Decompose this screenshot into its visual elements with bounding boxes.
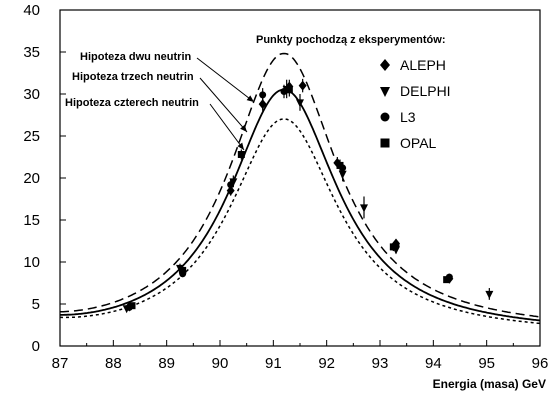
- annotation-arrow-line: [196, 57, 255, 103]
- y-tick-label: 0: [32, 338, 40, 355]
- annotation-arrow-head: [240, 124, 247, 132]
- annotation-text: Hipoteza trzech neutrin: [72, 71, 194, 83]
- annotation-text: Hipoteza dwu neutrin: [80, 51, 192, 63]
- marker-circle: [227, 181, 235, 189]
- marker-triangle: [338, 170, 347, 179]
- data-point-l3: [259, 88, 267, 102]
- legend-label: OPAL: [400, 135, 437, 151]
- y-tick-label: 25: [23, 128, 40, 145]
- data-point-opal: [128, 302, 136, 310]
- y-tick-label: 15: [23, 212, 40, 229]
- marker-circle: [380, 112, 390, 122]
- legend-title: Punkty pochodzą z eksperymentów:: [256, 34, 445, 46]
- x-tick-label: 88: [105, 355, 122, 372]
- curve-dotted: [60, 118, 541, 325]
- y-tick-label: 40: [23, 2, 40, 19]
- marker-triangle: [360, 204, 368, 213]
- axes: 87 88 89 90 91 92 93 94 95 96 0 5 10 15 20 25 30 35 40: [23, 2, 548, 372]
- marker-square: [380, 138, 390, 148]
- marker-diamond: [258, 99, 267, 110]
- annotation-dotted: Hipoteza czterech neutrin: [65, 97, 245, 151]
- x-tick-label: 94: [425, 355, 442, 372]
- marker-square: [443, 276, 451, 284]
- data-point-delphi: [296, 94, 304, 111]
- x-tick-label: 91: [265, 355, 282, 372]
- marker-square: [128, 302, 136, 310]
- curve-annotations: Hipoteza dwu neutrin Hipoteza trzech neut…: [65, 51, 255, 151]
- legend-entry-l3: L3: [380, 109, 416, 125]
- data-point-opal: [179, 266, 187, 274]
- marker-triangle: [229, 178, 238, 187]
- marker-triangle: [296, 99, 304, 108]
- marker-triangle: [380, 87, 390, 97]
- data-point-aleph: [298, 78, 307, 93]
- marker-diamond: [226, 185, 235, 196]
- marker-square: [179, 266, 187, 274]
- marker-diamond: [298, 80, 307, 91]
- annotation-dashed: Hipoteza dwu neutrin: [80, 51, 255, 103]
- data-point-opal: [285, 83, 293, 97]
- x-tick-label: 90: [212, 355, 229, 372]
- x-axis-label: Energia (masa) GeV: [433, 377, 546, 391]
- legend-label: DELPHI: [400, 83, 451, 99]
- legend-label: ALEPH: [400, 57, 446, 73]
- legend-entry-opal: OPAL: [380, 135, 437, 151]
- marker-diamond: [380, 59, 390, 71]
- marker-triangle: [485, 290, 494, 299]
- data-point-opal: [389, 242, 397, 252]
- x-tick-label: 93: [372, 355, 389, 372]
- curve-dashed: [60, 52, 541, 318]
- data-point-delphi: [360, 196, 368, 219]
- curve-solid: [60, 88, 541, 322]
- marker-square: [389, 243, 397, 251]
- y-tick-label: 5: [32, 296, 40, 313]
- data-point-opal: [336, 159, 344, 172]
- annotation-arrow-head: [246, 95, 254, 102]
- annotation-arrow-line: [199, 77, 248, 133]
- x-tick-label: 95: [478, 355, 495, 372]
- annotation-text: Hipoteza czterech neutrin: [65, 97, 199, 109]
- y-tick-label: 35: [23, 44, 40, 61]
- legend-label: L3: [400, 109, 416, 125]
- annotation-solid: Hipoteza trzech neutrin: [72, 71, 248, 133]
- x-tick-label: 87: [52, 355, 69, 372]
- annotation-arrow-line: [209, 103, 245, 151]
- y-tick-label: 10: [23, 254, 40, 271]
- legend-entry-aleph: ALEPH: [380, 57, 446, 73]
- y-tick-label: 30: [23, 86, 40, 103]
- experiment-points: [122, 78, 494, 314]
- x-tick-label: 92: [318, 355, 335, 372]
- data-point-delphi: [485, 288, 494, 300]
- hypothesis-curves: [60, 52, 541, 325]
- marker-circle: [280, 87, 288, 95]
- legend-entry-delphi: DELPHI: [380, 83, 451, 99]
- annotation-arrow-head: [237, 142, 244, 150]
- marker-circle: [259, 91, 267, 99]
- marker-square: [336, 161, 344, 169]
- marker-square: [237, 150, 245, 158]
- marker-square: [285, 86, 293, 94]
- legend: Punkty pochodzą z eksperymentów: ALEPH DE…: [256, 34, 451, 151]
- x-tick-label: 89: [158, 355, 175, 372]
- data-point-l3: [227, 179, 235, 190]
- y-tick-label: 20: [23, 170, 40, 187]
- x-tick-label: 96: [532, 355, 549, 372]
- data-point-opal: [443, 276, 451, 284]
- data-point-opal: [237, 149, 245, 160]
- data-point-l3: [280, 84, 288, 99]
